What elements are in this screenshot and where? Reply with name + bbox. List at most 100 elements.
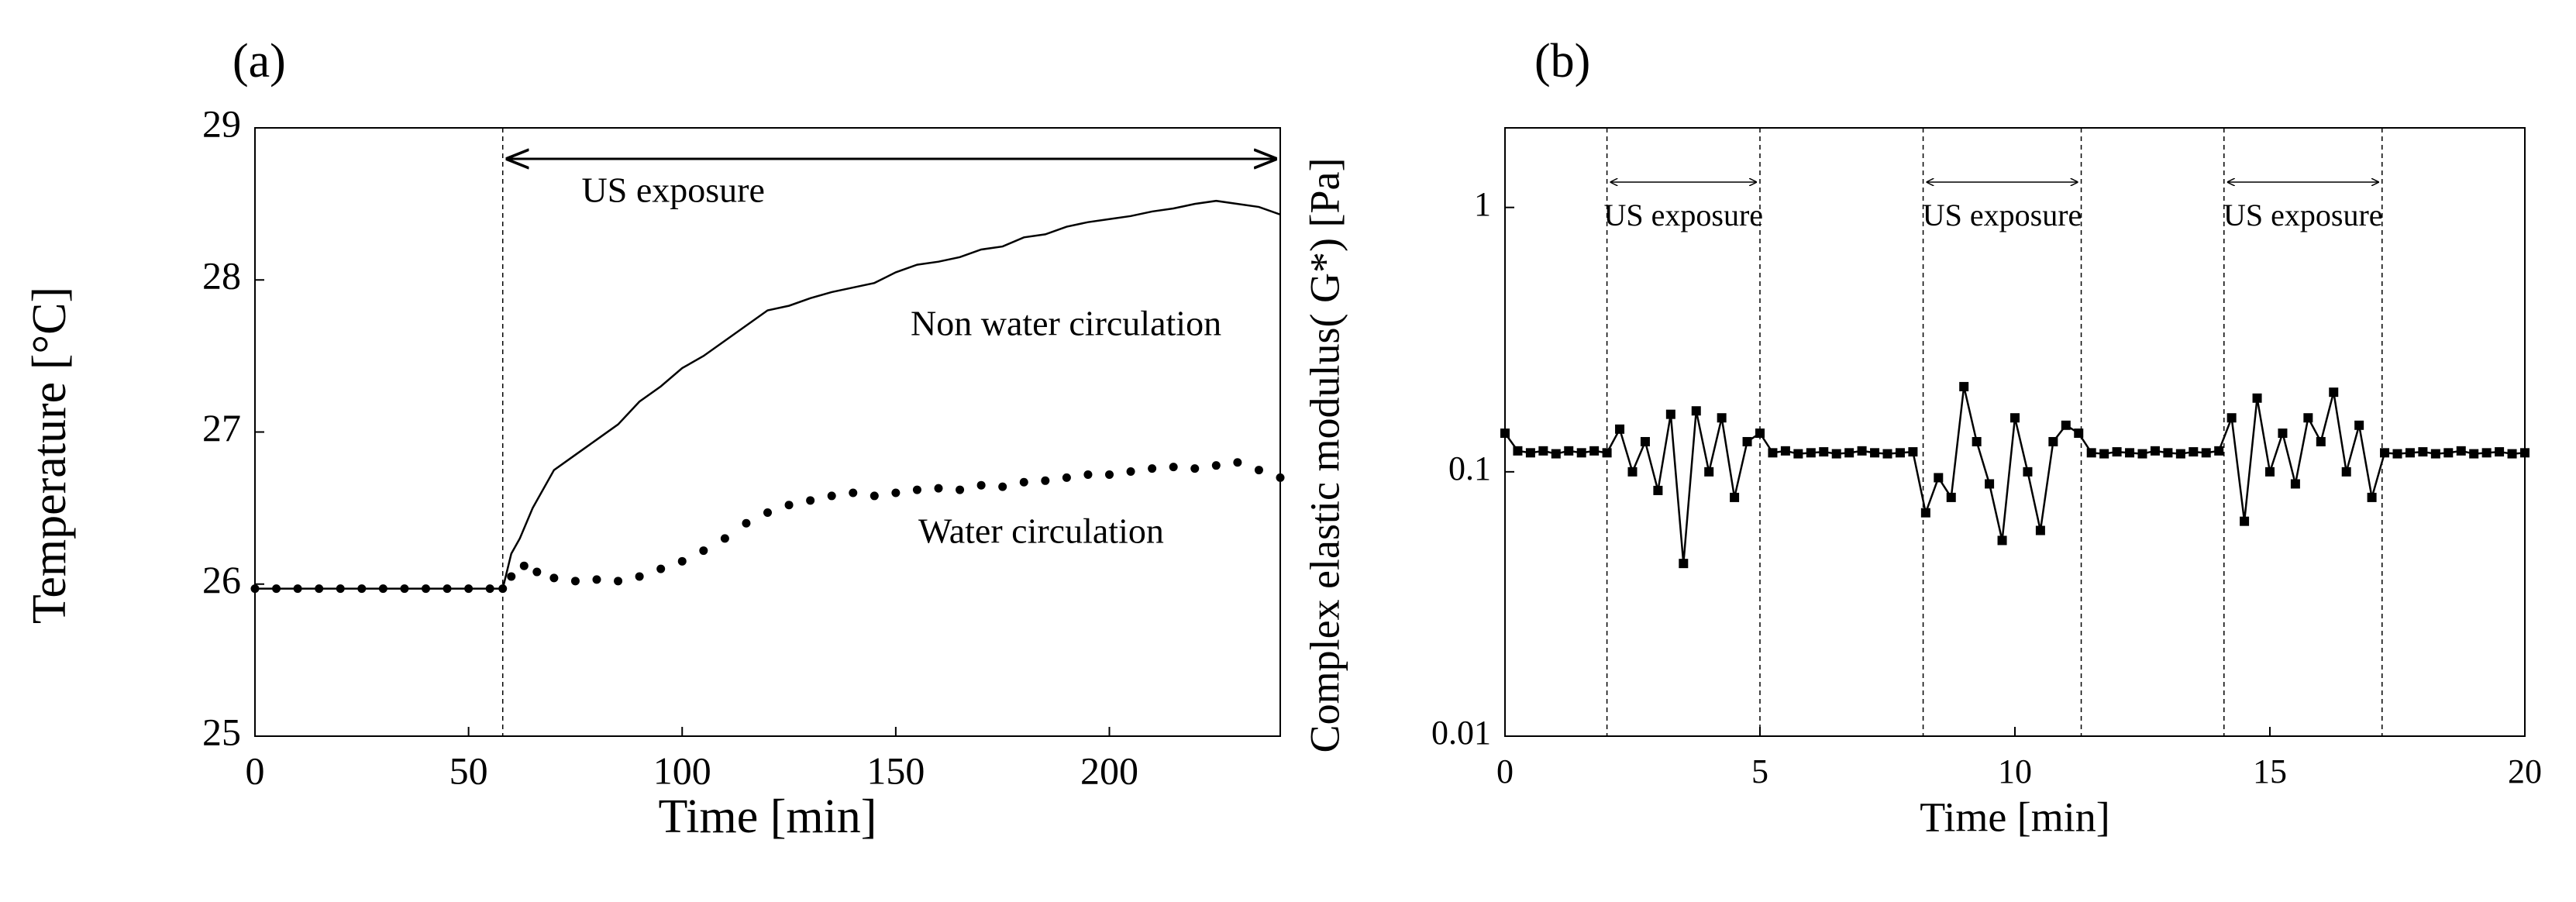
data-point — [272, 584, 281, 594]
data-point — [2430, 449, 2440, 459]
data-point — [2061, 420, 2071, 430]
data-point — [1857, 446, 1867, 456]
data-point — [1959, 381, 1969, 391]
data-point — [2201, 448, 2211, 458]
data-point — [1806, 448, 1816, 458]
x-axis-label: Time [min] — [1920, 794, 2110, 840]
x-tick-label: 150 — [866, 749, 925, 792]
data-point — [422, 584, 430, 594]
data-point — [1627, 466, 1638, 477]
annotation: US exposure — [582, 170, 765, 210]
series-line — [255, 199, 1281, 590]
data-point — [2150, 446, 2160, 456]
data-point — [742, 518, 751, 528]
data-point — [2456, 446, 2466, 456]
data-point — [1041, 476, 1050, 485]
panel-label: (b) — [1534, 35, 1590, 88]
data-point — [1793, 449, 1803, 459]
y-tick-label: 28 — [202, 254, 241, 298]
data-point — [2112, 447, 2122, 457]
data-point — [1679, 559, 1689, 569]
data-point — [2023, 466, 2033, 477]
data-point — [976, 480, 986, 490]
panel-label: (a) — [232, 35, 286, 88]
data-point — [250, 584, 260, 594]
data-point — [1997, 535, 2007, 546]
data-point — [1730, 492, 1740, 502]
data-point — [1615, 424, 1625, 434]
data-point — [2035, 525, 2045, 535]
data-point — [1602, 448, 1612, 458]
data-point — [1768, 448, 1778, 458]
data-point — [2137, 449, 2147, 459]
data-point — [1640, 436, 1650, 446]
x-axis-label: Time [min] — [659, 790, 877, 843]
data-point — [1870, 448, 1880, 458]
data-point — [2507, 449, 2517, 459]
data-point — [400, 584, 409, 594]
data-point — [870, 491, 879, 501]
data-point — [1844, 448, 1855, 458]
data-point — [549, 573, 559, 583]
data-point — [2240, 516, 2250, 526]
data-point — [806, 496, 815, 505]
data-point — [2048, 436, 2058, 446]
data-point — [2405, 448, 2415, 458]
data-point — [1576, 448, 1586, 458]
data-point — [1589, 446, 1600, 456]
data-point — [1105, 470, 1114, 479]
data-point — [1276, 473, 1285, 482]
data-point — [2074, 428, 2084, 438]
data-point — [2303, 413, 2313, 423]
x-tick-label: 15 — [2253, 752, 2287, 790]
y-tick-label: 0.1 — [1448, 449, 1491, 487]
data-point — [1233, 458, 1242, 467]
data-point — [1985, 479, 1995, 489]
data-point — [1564, 446, 1574, 456]
data-point — [1500, 428, 1510, 438]
data-point — [614, 577, 623, 586]
data-point — [1254, 466, 1263, 475]
data-point — [1211, 461, 1221, 470]
data-point — [1882, 449, 1892, 459]
data-point — [720, 534, 729, 543]
data-point — [2380, 448, 2390, 458]
y-tick-label: 27 — [202, 406, 241, 449]
x-tick-label: 5 — [1751, 752, 1768, 790]
data-point — [1780, 446, 1790, 456]
data-point — [1972, 436, 1982, 446]
x-tick-label: 10 — [1998, 752, 2032, 790]
x-tick-label: 20 — [2508, 752, 2542, 790]
data-point — [1704, 466, 1714, 477]
data-point — [2252, 393, 2262, 403]
data-point — [2367, 492, 2377, 502]
data-point — [443, 584, 452, 594]
data-point — [1169, 463, 1178, 472]
data-point — [293, 584, 302, 594]
data-point — [1908, 447, 1918, 457]
data-point — [1755, 428, 1765, 438]
y-axis-label: Temperature [°C] — [23, 287, 76, 624]
data-point — [378, 584, 387, 594]
data-point — [1742, 436, 1752, 446]
data-point — [2099, 449, 2109, 459]
data-point — [1126, 467, 1135, 477]
data-point — [336, 584, 345, 594]
data-point — [763, 508, 772, 518]
data-point — [1148, 464, 1157, 473]
data-point — [485, 584, 494, 594]
x-tick-label: 100 — [653, 749, 711, 792]
y-tick-label: 29 — [202, 102, 241, 145]
data-point — [498, 584, 508, 594]
data-point — [2495, 447, 2505, 457]
annotation: US exposure — [1923, 198, 2082, 232]
data-point — [998, 482, 1007, 491]
data-point — [532, 567, 542, 577]
data-point — [1691, 406, 1701, 416]
data-point — [1665, 409, 1675, 419]
data-point — [2265, 466, 2275, 477]
series-line — [1503, 386, 2526, 564]
data-point — [1831, 449, 1841, 459]
